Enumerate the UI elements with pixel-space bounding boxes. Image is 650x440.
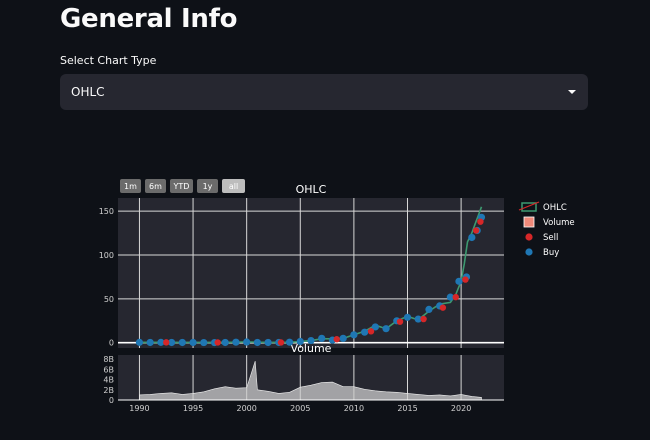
legend-item-buy[interactable]: Buy [525, 248, 559, 258]
buy-point [200, 338, 208, 347]
buy-point [371, 323, 379, 331]
buy-point [168, 338, 176, 347]
buy-point [468, 233, 476, 242]
legend-buy-icon [525, 248, 533, 256]
buy-point [135, 338, 144, 346]
buy-point [425, 305, 433, 314]
y-tick-label: 150 [99, 207, 114, 216]
x-tick-label: 2000 [236, 404, 256, 413]
buy-point [221, 338, 229, 347]
range-button-1y[interactable]: 1y [197, 179, 218, 193]
range-button-bg [170, 179, 193, 193]
volume-y-tick-label: 2B [103, 386, 114, 395]
sell-point [420, 315, 427, 323]
range-button-bg [145, 179, 166, 193]
x-tick-label: 1990 [129, 404, 149, 413]
y-tick-label: 0 [109, 339, 114, 348]
volume-y-tick-label: 4B [103, 376, 114, 385]
buy-point [307, 336, 315, 345]
legend-label: OHLC [543, 203, 567, 213]
legend-sell-icon [525, 233, 533, 241]
sell-point [163, 339, 170, 346]
range-button-bg [222, 179, 245, 193]
sell-point [396, 318, 404, 325]
x-tick-label: 2010 [344, 404, 364, 413]
legend-label: Buy [543, 248, 559, 258]
range-button-label: all [229, 182, 238, 191]
range-button-label: YTD [173, 182, 190, 191]
x-tick-label: 2015 [397, 404, 417, 413]
legend-item-ohlc[interactable]: OHLC [518, 201, 567, 213]
legend-label: Volume [543, 218, 575, 228]
range-button-ytd[interactable]: YTD [170, 179, 193, 193]
x-tick-label: 2005 [290, 404, 310, 413]
sell-point [472, 227, 480, 234]
y-tick-label: 100 [99, 251, 114, 260]
buy-point [264, 338, 272, 347]
buy-point [414, 315, 422, 323]
buy-point [243, 338, 251, 346]
range-button-bg [120, 179, 141, 193]
legend-label: Sell [543, 233, 558, 243]
range-button-1m[interactable]: 1m [120, 179, 141, 193]
x-tick-label: 1995 [183, 404, 203, 413]
buy-point [253, 338, 261, 347]
legend-volume-icon [523, 216, 535, 228]
buy-point [296, 337, 304, 346]
volume-chart-title: Volume [291, 342, 332, 355]
buy-point [361, 328, 369, 336]
buy-point [446, 293, 454, 301]
buy-point [455, 277, 463, 285]
buy-point [403, 313, 412, 321]
buy-point [232, 338, 240, 346]
range-button-bg [197, 179, 218, 193]
buy-point [157, 338, 165, 346]
buy-point [382, 325, 390, 333]
chart-type-label: Select Chart Type [60, 54, 157, 67]
volume-area [139, 361, 482, 401]
range-button-label: 6m [149, 182, 162, 191]
sell-point [214, 339, 221, 346]
buy-point [339, 334, 347, 342]
sell-point [277, 339, 285, 346]
sell-point [452, 293, 459, 301]
page-title: General Info [60, 4, 238, 34]
y-tick-label: 50 [104, 295, 114, 304]
sell-point [333, 336, 340, 343]
range-button-6m[interactable]: 6m [145, 179, 166, 193]
buy-point [146, 338, 154, 347]
volume-y-tick-label: 8B [103, 355, 114, 364]
buy-point [189, 338, 197, 347]
sell-point [439, 304, 447, 311]
legend-item-volume[interactable]: Volume [523, 216, 575, 228]
buy-point [318, 334, 326, 342]
chart-type-select[interactable]: OHLC [60, 74, 588, 110]
ohlc-plot-area [118, 198, 504, 348]
sell-point [367, 328, 375, 335]
chevron-down-icon [568, 90, 576, 94]
buy-point [350, 331, 358, 339]
buy-point [178, 338, 186, 347]
range-button-all[interactable]: all [222, 179, 245, 193]
legend-ohlc-icon [521, 202, 537, 212]
buy-point [285, 338, 294, 346]
volume-y-tick-label: 6B [103, 365, 114, 374]
range-button-label: 1y [203, 182, 213, 191]
sell-point [477, 218, 484, 225]
chart-type-selected-value: OHLC [71, 85, 105, 99]
volume-y-tick-label: 0 [109, 396, 114, 405]
range-button-label: 1m [124, 182, 137, 191]
sell-point [462, 276, 469, 283]
legend-ohlc-icon-tick [518, 201, 540, 211]
ohlc-chart-title: OHLC [296, 183, 327, 196]
legend-item-sell[interactable]: Sell [525, 233, 558, 243]
x-tick-label: 2020 [451, 404, 471, 413]
